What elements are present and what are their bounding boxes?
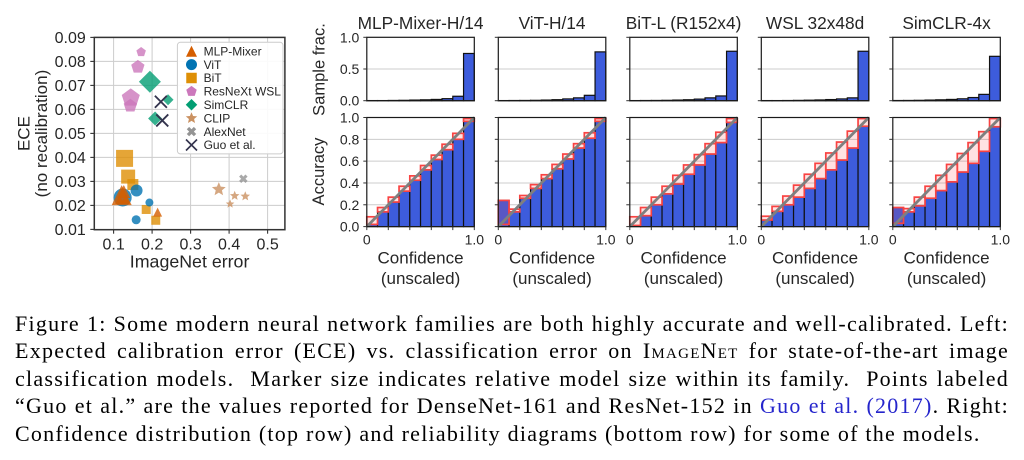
svg-text:0.6: 0.6	[340, 153, 360, 169]
svg-text:0.0: 0.0	[340, 219, 360, 235]
svg-text:ViT: ViT	[204, 58, 222, 72]
svg-text:0.4: 0.4	[340, 175, 360, 191]
svg-text:MLP-Mixer-H/14: MLP-Mixer-H/14	[358, 13, 484, 33]
svg-text:ECE: ECE	[15, 116, 34, 151]
svg-text:0.09: 0.09	[55, 30, 86, 47]
svg-text:MLP-Mixer: MLP-Mixer	[204, 44, 262, 58]
svg-text:0.03: 0.03	[55, 174, 86, 191]
svg-text:(unscaled): (unscaled)	[775, 269, 854, 288]
svg-text:1.0: 1.0	[991, 232, 1011, 248]
svg-text:BiT-L (R152x4): BiT-L (R152x4)	[626, 13, 742, 33]
svg-text:Confidence: Confidence	[772, 249, 858, 268]
svg-text:CLIP: CLIP	[204, 111, 231, 125]
svg-text:0.06: 0.06	[55, 102, 86, 119]
svg-text:0: 0	[757, 232, 765, 248]
svg-text:0.0: 0.0	[340, 93, 360, 109]
svg-text:Accuracy: Accuracy	[310, 137, 328, 206]
svg-text:ImageNet error: ImageNet error	[130, 252, 250, 272]
svg-text:WSL 32x48d: WSL 32x48d	[766, 13, 864, 33]
svg-text:1.0: 1.0	[859, 232, 879, 248]
svg-text:SimCLR-4x: SimCLR-4x	[902, 13, 991, 33]
svg-text:(unscaled): (unscaled)	[644, 269, 723, 288]
svg-text:0: 0	[626, 232, 634, 248]
svg-text:Confidence: Confidence	[904, 249, 990, 268]
svg-text:(unscaled): (unscaled)	[512, 269, 591, 288]
svg-text:Sample frac.: Sample frac.	[311, 23, 329, 116]
svg-text:0.2: 0.2	[141, 237, 163, 254]
svg-text:0.3: 0.3	[179, 237, 201, 254]
svg-text:1.0: 1.0	[340, 29, 360, 45]
svg-text:Confidence: Confidence	[378, 249, 464, 268]
svg-text:0.05: 0.05	[55, 126, 86, 143]
svg-text:0.8: 0.8	[340, 131, 360, 147]
svg-text:0.07: 0.07	[55, 78, 86, 95]
svg-text:0: 0	[494, 232, 502, 248]
svg-text:0.08: 0.08	[55, 54, 86, 71]
svg-text:Confidence: Confidence	[509, 249, 595, 268]
svg-text:1.0: 1.0	[728, 232, 748, 248]
svg-text:0.2: 0.2	[340, 197, 360, 213]
svg-text:Guo et al.: Guo et al.	[204, 138, 256, 152]
svg-text:0.5: 0.5	[256, 237, 278, 254]
svg-text:0.04: 0.04	[55, 150, 86, 167]
svg-text:1.0: 1.0	[340, 110, 360, 126]
svg-text:0.01: 0.01	[55, 222, 86, 239]
svg-text:(no recalibration): (no recalibration)	[32, 70, 51, 198]
svg-text:(unscaled): (unscaled)	[907, 269, 986, 288]
svg-text:0: 0	[363, 232, 371, 248]
svg-text:BiT: BiT	[204, 71, 223, 85]
svg-text:0.4: 0.4	[218, 237, 240, 254]
svg-text:ResNeXt WSL: ResNeXt WSL	[204, 85, 282, 99]
svg-text:ViT-H/14: ViT-H/14	[519, 13, 586, 33]
svg-text:0.02: 0.02	[55, 198, 86, 215]
svg-text:0: 0	[889, 232, 897, 248]
svg-text:1.0: 1.0	[596, 232, 616, 248]
svg-text:Confidence: Confidence	[641, 249, 727, 268]
svg-text:SimCLR: SimCLR	[204, 98, 249, 112]
svg-text:0.1: 0.1	[102, 237, 124, 254]
svg-text:0.5: 0.5	[340, 61, 360, 77]
svg-text:(unscaled): (unscaled)	[381, 269, 460, 288]
svg-text:1.0: 1.0	[465, 232, 485, 248]
svg-text:AlexNet: AlexNet	[204, 125, 247, 139]
